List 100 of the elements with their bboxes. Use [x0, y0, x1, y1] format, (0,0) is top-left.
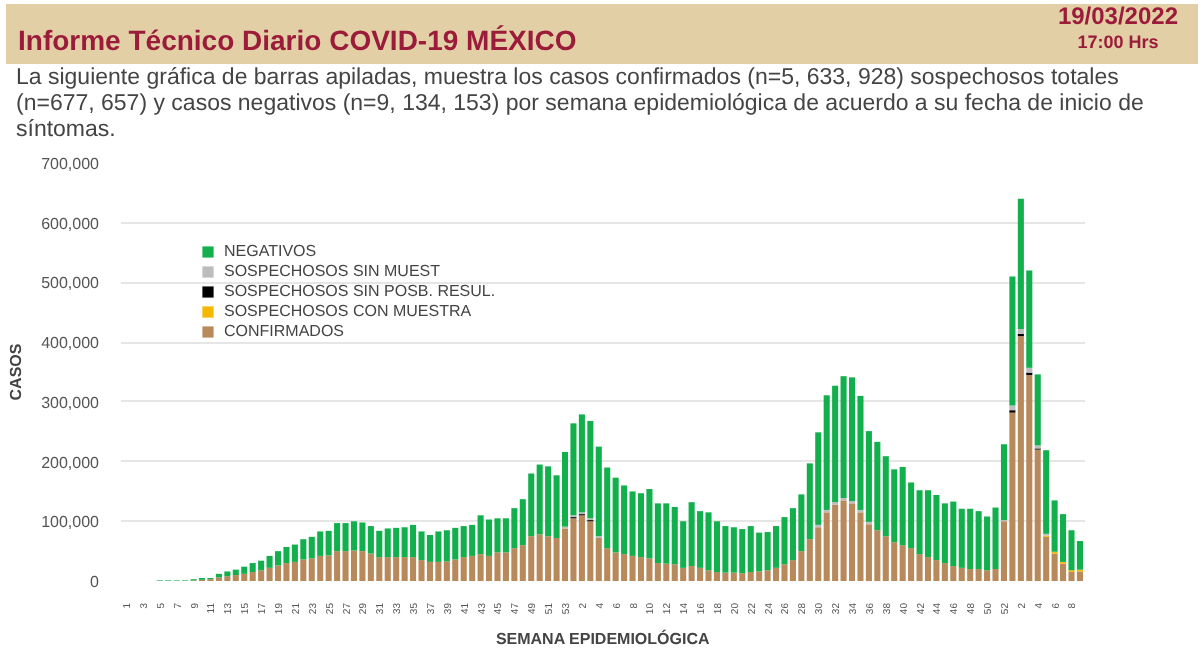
bar	[486, 519, 493, 556]
bar	[410, 557, 417, 581]
bar	[266, 567, 273, 581]
y-tick-label: 700,000	[41, 155, 101, 173]
bar	[984, 516, 991, 571]
bar	[587, 521, 594, 581]
bar	[350, 550, 358, 581]
bar	[435, 561, 442, 581]
bar	[621, 485, 628, 555]
y-tick-label: 100,000	[41, 513, 101, 532]
bar	[393, 557, 400, 581]
bar	[536, 534, 543, 581]
bar	[249, 563, 256, 573]
bar	[258, 560, 265, 571]
bar	[359, 522, 366, 552]
bar	[376, 530, 383, 558]
bar	[426, 561, 433, 581]
bar	[773, 567, 780, 581]
bar	[705, 570, 712, 581]
bar	[342, 523, 349, 552]
bar	[578, 414, 585, 513]
bar	[722, 572, 729, 581]
bar	[950, 501, 957, 567]
bar	[477, 515, 484, 555]
bar	[882, 536, 889, 581]
legend-label: CONFIRMADOS	[224, 322, 344, 340]
bar	[291, 561, 298, 581]
bar	[933, 495, 940, 561]
bar	[891, 542, 898, 581]
y-axis-title: CASOS	[7, 342, 26, 401]
x-axis-title: SEMANA EPIDEMIOLÓGICA	[495, 628, 710, 649]
bar	[359, 551, 366, 581]
bar	[300, 539, 307, 560]
bar	[536, 464, 543, 535]
bar	[646, 558, 653, 581]
bar	[730, 572, 737, 581]
bar	[570, 518, 577, 581]
bar	[739, 529, 746, 574]
bar	[494, 552, 501, 581]
bar	[941, 563, 948, 581]
bar	[967, 569, 974, 581]
bar	[823, 512, 830, 581]
bar	[697, 567, 704, 581]
bar	[671, 564, 678, 581]
bar	[241, 566, 248, 574]
bar	[266, 555, 273, 568]
bar	[511, 548, 518, 581]
bar	[283, 546, 290, 564]
bar	[916, 490, 923, 555]
bar	[756, 571, 763, 581]
bar	[629, 491, 636, 556]
bar	[545, 536, 552, 581]
bar	[680, 567, 687, 581]
bar	[317, 555, 324, 581]
bar	[350, 521, 358, 551]
bar	[984, 570, 991, 581]
y-tick-label: 400,000	[41, 334, 101, 353]
bar	[756, 532, 763, 572]
bar	[435, 531, 442, 562]
bar	[300, 559, 307, 581]
bar	[722, 526, 729, 573]
legend-label: SOSPECHOSOS CON MUESTRA	[224, 302, 472, 320]
bar	[688, 566, 695, 581]
bar	[502, 552, 509, 581]
bar	[654, 563, 661, 581]
legend-label: SOSPECHOSOS SIN MUEST	[224, 262, 441, 280]
bar	[967, 508, 974, 570]
chart-subtitle: La siguiente gráfica de barras apiladas, muestra los casos confirmados (n=5, 633, 928) sospechosos totales (n=677, 657) y casos negativos (n=9, 134, 153) por semana epidemiológica de acuerdo a su fecha de inicio de síntomas.	[16, 66, 1146, 144]
bar	[477, 554, 484, 581]
bar	[713, 572, 720, 581]
bar	[747, 572, 754, 581]
bar	[781, 564, 788, 581]
bar	[908, 548, 915, 581]
bar	[705, 512, 712, 571]
bar	[308, 558, 315, 581]
bar	[325, 555, 332, 581]
bar	[730, 527, 737, 573]
bar	[924, 490, 932, 558]
bar	[469, 555, 476, 581]
bar	[663, 503, 670, 564]
bar	[367, 526, 374, 554]
bar	[486, 555, 493, 581]
bar	[224, 571, 231, 577]
bar	[384, 528, 391, 558]
bar	[241, 573, 248, 581]
bar	[975, 511, 982, 570]
bar	[764, 532, 771, 571]
bar	[232, 569, 239, 576]
bar	[950, 566, 957, 581]
bar	[317, 531, 324, 556]
legend-label: NEGATIVOS	[224, 242, 317, 260]
legend-label: SOSPECHOSOS SIN POSB. RESUL.	[224, 282, 496, 300]
bar	[958, 508, 965, 568]
bar	[325, 530, 332, 556]
bar	[528, 536, 535, 581]
bar	[308, 536, 315, 559]
bar	[832, 504, 839, 581]
bar	[688, 502, 695, 567]
bar	[291, 544, 298, 562]
bar	[899, 466, 906, 546]
